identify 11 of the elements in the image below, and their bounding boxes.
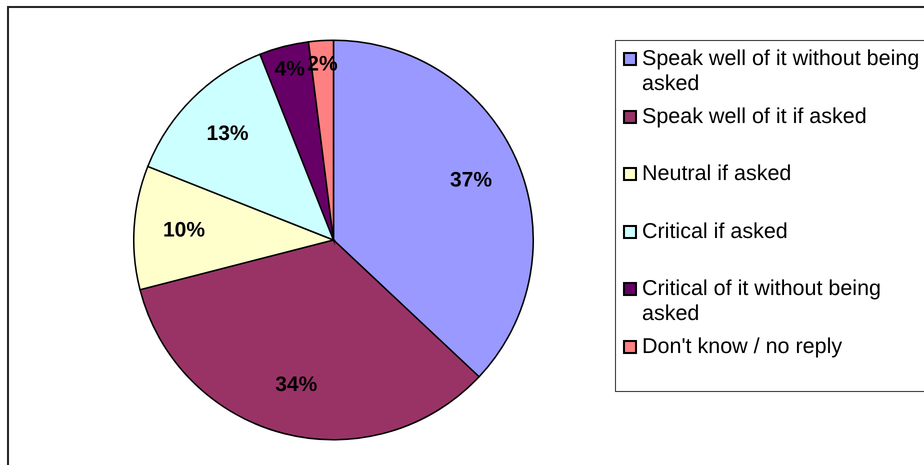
legend-label: Neutral if asked: [642, 161, 792, 186]
legend-label: Critical if asked: [642, 218, 789, 244]
data-label: 34%: [275, 372, 318, 396]
data-label: 4%: [274, 58, 306, 81]
legend-label: Critical of it without being asked: [642, 276, 882, 326]
legend-label: Don't know / no reply: [642, 334, 844, 358]
legend-label: Speak well of it if asked: [642, 104, 868, 128]
data-label: 13%: [206, 122, 249, 145]
legend-label: Speak well of it without being asked: [642, 46, 920, 96]
data-label: 37%: [450, 168, 492, 192]
data-label: 10%: [162, 218, 206, 242]
